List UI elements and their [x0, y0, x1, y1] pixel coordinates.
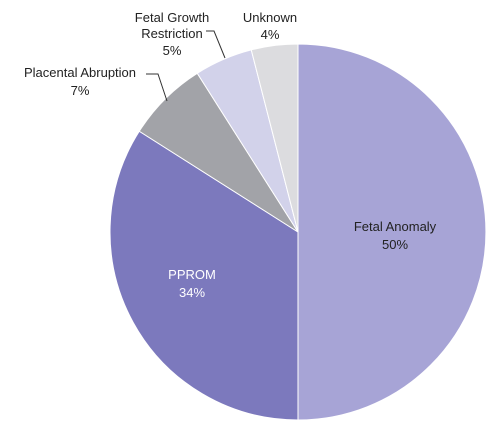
leader-line-placental-abruption — [146, 73, 168, 102]
pie-slices — [109, 43, 487, 421]
pie-slice-pprom — [109, 130, 299, 421]
slice-label-placental-abruption: Placental Abruption — [24, 65, 136, 80]
slice-value-unknown: 4% — [261, 27, 280, 42]
slice-label-pprom: PPROM — [168, 267, 216, 282]
slice-value-fetal-growth-restriction: 5% — [163, 43, 182, 58]
slice-label-fetal-growth-restriction-line1: Fetal Growth — [135, 10, 209, 25]
slice-label-unknown: Unknown — [243, 10, 297, 25]
pie-slice-unknown — [250, 43, 299, 233]
slice-label-fetal-growth-restriction-line2: Restriction — [141, 26, 202, 41]
slice-label-fetal-anomaly: Fetal Anomaly — [354, 219, 437, 234]
leader-line-fetal-growth-restriction — [206, 30, 226, 59]
slice-value-pprom: 34% — [179, 285, 205, 300]
slice-value-fetal-anomaly: 50% — [382, 237, 408, 252]
pie-slice-fetal-anomaly — [297, 43, 487, 421]
slice-value-placental-abruption: 7% — [71, 83, 90, 98]
